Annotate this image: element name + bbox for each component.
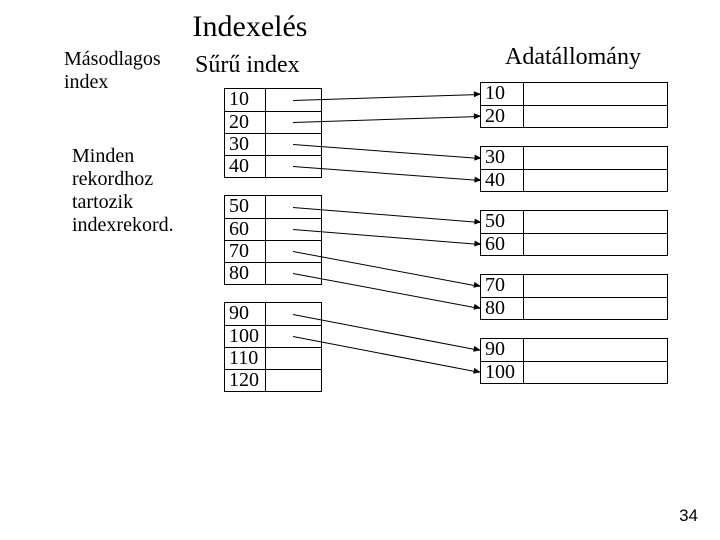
data-row: 100 — [481, 361, 667, 383]
data-rest — [523, 339, 667, 361]
data-key: 40 — [481, 170, 523, 191]
data-block: 10 20 — [480, 82, 668, 128]
data-row: 50 — [481, 211, 667, 233]
page-title: Indexelés — [0, 10, 500, 44]
page-number: 34 — [679, 506, 698, 526]
index-key: 120 — [225, 370, 265, 391]
index-row: 30 — [225, 133, 321, 155]
data-key: 70 — [481, 275, 523, 297]
index-row: 50 — [225, 196, 321, 218]
data-block: 50 60 — [480, 210, 668, 256]
description-label: Minden rekordhoz tartozik indexrekord. — [72, 145, 202, 237]
data-rest — [523, 106, 667, 127]
data-key: 30 — [481, 147, 523, 169]
index-block: 10 20 30 40 — [224, 88, 322, 178]
index-key: 10 — [225, 89, 265, 111]
data-key: 90 — [481, 339, 523, 361]
data-rest — [523, 362, 667, 383]
index-key: 50 — [225, 196, 265, 218]
data-rest — [523, 275, 667, 297]
data-key: 20 — [481, 106, 523, 127]
index-ptr — [265, 348, 321, 369]
data-rest — [523, 83, 667, 105]
data-row: 20 — [481, 105, 667, 127]
index-key: 60 — [225, 219, 265, 240]
data-block: 70 80 — [480, 274, 668, 320]
data-row: 10 — [481, 83, 667, 105]
index-block: 90 100 110 120 — [224, 302, 322, 392]
data-rest — [523, 211, 667, 233]
datafile-label: Adatállomány — [505, 44, 641, 71]
data-block: 90 100 — [480, 338, 668, 384]
data-key: 60 — [481, 234, 523, 255]
data-key: 50 — [481, 211, 523, 233]
secondary-index-label: Másodlagos index — [64, 48, 184, 94]
data-key: 80 — [481, 298, 523, 319]
index-key: 110 — [225, 348, 265, 369]
index-row: 60 — [225, 218, 321, 240]
data-row: 90 — [481, 339, 667, 361]
index-row: 40 — [225, 155, 321, 177]
index-key: 40 — [225, 156, 265, 177]
index-row: 110 — [225, 347, 321, 369]
index-row: 80 — [225, 262, 321, 284]
index-key: 90 — [225, 303, 265, 325]
data-row: 70 — [481, 275, 667, 297]
index-key: 30 — [225, 134, 265, 155]
index-row: 120 — [225, 369, 321, 391]
data-row: 60 — [481, 233, 667, 255]
data-key: 10 — [481, 83, 523, 105]
index-row: 90 — [225, 303, 321, 325]
data-rest — [523, 170, 667, 191]
data-rest — [523, 298, 667, 319]
data-row: 40 — [481, 169, 667, 191]
index-key: 80 — [225, 263, 265, 284]
index-key: 70 — [225, 241, 265, 262]
index-row: 100 — [225, 325, 321, 347]
index-key: 100 — [225, 326, 265, 347]
data-row: 80 — [481, 297, 667, 319]
data-row: 30 — [481, 147, 667, 169]
data-rest — [523, 234, 667, 255]
index-ptr — [265, 370, 321, 391]
index-key: 20 — [225, 112, 265, 133]
index-row: 70 — [225, 240, 321, 262]
data-rest — [523, 147, 667, 169]
data-key: 100 — [481, 362, 523, 383]
data-block: 30 40 — [480, 146, 668, 192]
dense-index-label: Sűrű index — [195, 52, 300, 79]
